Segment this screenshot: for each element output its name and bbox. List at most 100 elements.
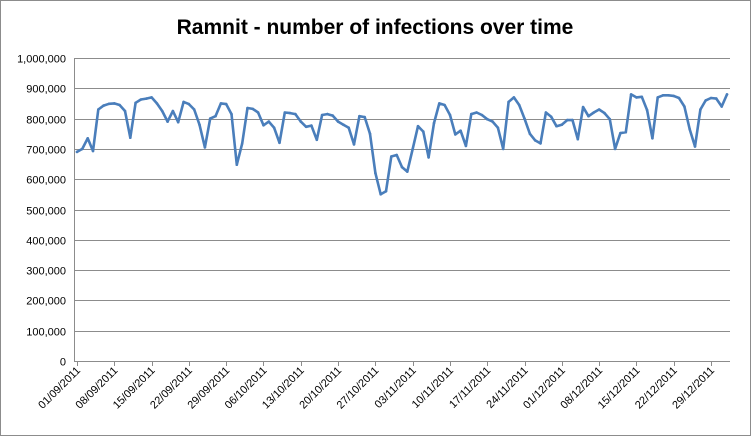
data-point — [176, 120, 180, 124]
y-tick-label: 700,000 — [26, 145, 66, 157]
data-point — [443, 103, 446, 107]
data-point — [278, 141, 281, 145]
data-point — [75, 150, 79, 154]
data-point — [203, 146, 207, 149]
data-point — [624, 130, 628, 134]
x-axis-tick-labels: 01/09/201108/09/201115/09/201122/09/2011… — [36, 365, 717, 412]
data-point — [667, 94, 670, 97]
data-point — [539, 142, 542, 145]
data-point — [470, 112, 473, 116]
data-point — [459, 129, 462, 132]
data-point — [597, 108, 601, 111]
data-point — [304, 125, 308, 129]
data-point — [123, 109, 127, 113]
data-point — [406, 170, 409, 173]
data-point — [677, 96, 681, 100]
y-tick-label: 300,000 — [26, 266, 66, 278]
data-point — [272, 126, 276, 129]
y-tick-label: 400,000 — [26, 236, 66, 248]
data-point — [438, 102, 441, 105]
data-point — [160, 109, 164, 113]
data-point — [182, 100, 185, 104]
y-tick-label: 900,000 — [26, 84, 66, 96]
data-point — [693, 145, 697, 148]
data-point — [448, 113, 452, 117]
data-point — [240, 142, 244, 145]
data-point — [150, 96, 153, 99]
data-point — [219, 102, 223, 105]
data-point — [603, 111, 606, 115]
data-point — [230, 112, 233, 116]
data-point — [507, 100, 510, 104]
data-point — [256, 111, 260, 114]
data-point — [283, 111, 287, 114]
data-point — [619, 131, 622, 135]
data-point — [635, 96, 638, 99]
y-tick-label: 0 — [60, 357, 66, 369]
data-point — [581, 105, 585, 109]
y-tick-label: 600,000 — [26, 175, 66, 187]
data-point — [208, 117, 212, 120]
data-point — [91, 149, 95, 153]
data-point — [565, 118, 569, 122]
data-point — [576, 137, 580, 141]
data-point — [640, 95, 644, 99]
data-point — [342, 123, 345, 126]
data-point — [310, 124, 313, 127]
data-point — [102, 104, 105, 107]
data-point — [187, 102, 191, 106]
data-point — [475, 111, 478, 114]
series-layer — [75, 93, 729, 196]
data-point — [294, 112, 297, 116]
data-point — [592, 111, 596, 114]
data-point — [299, 120, 303, 123]
data-point — [422, 130, 425, 133]
data-point — [347, 126, 351, 129]
data-point — [192, 108, 196, 111]
data-point — [331, 114, 335, 117]
data-point — [145, 97, 148, 100]
data-point — [699, 108, 702, 111]
data-point — [198, 123, 201, 126]
data-point — [390, 155, 393, 158]
data-point — [496, 126, 500, 129]
data-point — [672, 94, 675, 98]
data-point — [560, 123, 564, 126]
data-point — [384, 190, 388, 193]
y-tick-label: 800,000 — [26, 115, 66, 127]
data-point — [608, 117, 612, 121]
y-tick-label: 100,000 — [26, 327, 66, 339]
data-point — [129, 136, 132, 139]
data-point — [166, 120, 169, 123]
chart-title: Ramnit - number of infections over time — [177, 16, 574, 39]
data-point — [134, 101, 137, 105]
gridlines — [74, 58, 730, 332]
data-point — [523, 117, 526, 120]
data-point — [512, 96, 516, 99]
data-point — [480, 113, 484, 117]
axes — [74, 58, 730, 366]
data-point — [549, 115, 553, 119]
data-point — [709, 96, 713, 100]
data-point — [320, 113, 324, 117]
data-point — [454, 133, 457, 136]
data-point — [485, 117, 489, 121]
data-point — [411, 147, 415, 151]
data-point — [107, 102, 111, 106]
data-point — [379, 193, 383, 196]
data-point — [374, 171, 377, 175]
y-tick-label: 200,000 — [26, 296, 66, 308]
data-point — [661, 94, 665, 97]
data-point — [544, 111, 548, 114]
data-point — [288, 111, 292, 115]
y-tick-label: 1,000,000 — [17, 54, 66, 66]
data-point — [491, 120, 494, 123]
data-point — [400, 165, 404, 169]
data-point — [113, 102, 116, 105]
data-point — [363, 115, 367, 119]
data-point — [358, 114, 361, 118]
y-axis-tick-labels: 0 100,000 200,000 300,000 400,000 500,000 600,… — [17, 54, 66, 369]
data-point — [224, 102, 228, 106]
data-point — [587, 114, 590, 118]
data-point — [555, 124, 558, 128]
